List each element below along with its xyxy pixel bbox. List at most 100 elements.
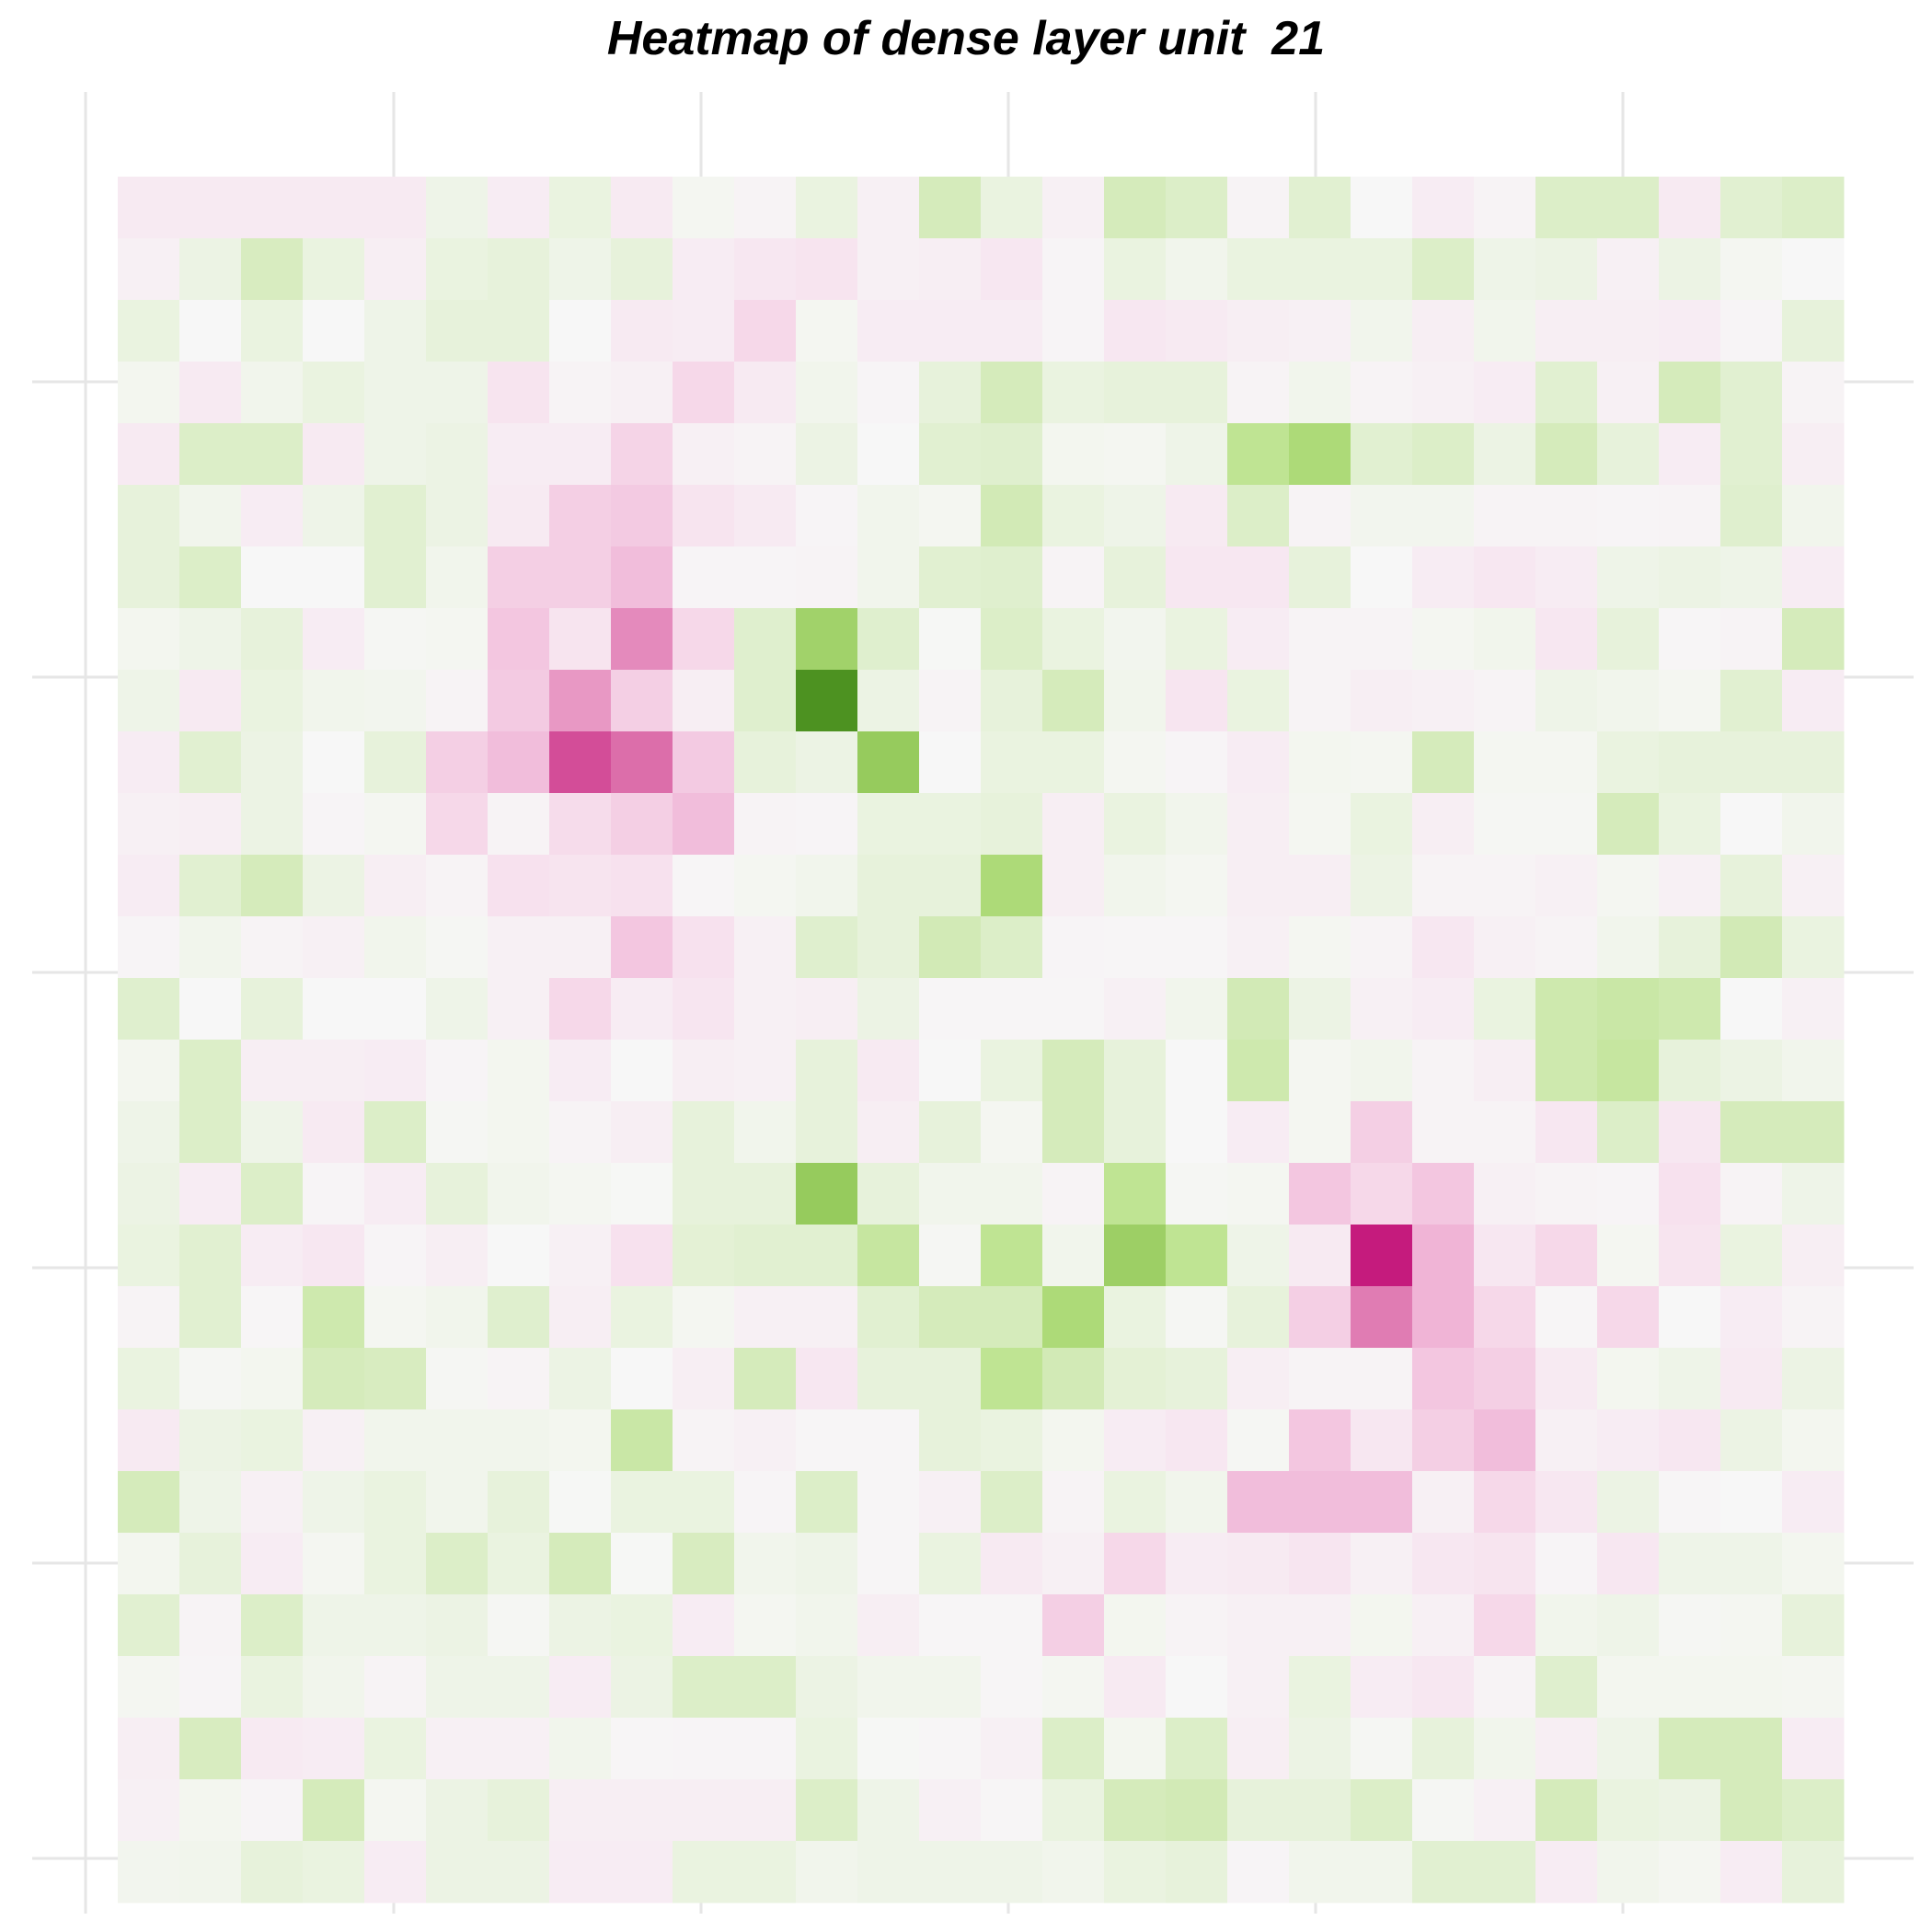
heatmap-cell-r3-c19 — [1227, 300, 1290, 362]
heatmap-cell-r18-c20 — [1289, 1225, 1351, 1287]
heatmap-cell-r17-c26 — [1659, 1163, 1721, 1225]
heatmap-cell-r17-c18 — [1166, 1163, 1228, 1225]
heatmap-cell-r10-c13 — [857, 731, 920, 794]
heatmap-cell-r25-c8 — [549, 1656, 612, 1719]
heatmap-cell-r15-c14 — [919, 1040, 982, 1102]
heatmap-cell-r28-c11 — [734, 1841, 797, 1903]
heatmap-cell-r12-c27 — [1720, 855, 1783, 917]
heatmap-cell-r19-c21 — [1351, 1286, 1413, 1349]
heatmap-cell-r14-c9 — [611, 978, 673, 1041]
heatmap-cell-r11-c18 — [1166, 793, 1228, 856]
heatmap-cell-r25-c6 — [426, 1656, 489, 1719]
heatmap-cell-r10-c25 — [1597, 731, 1660, 794]
heatmap-cell-r6-c7 — [488, 485, 550, 547]
heatmap-cell-r15-c13 — [857, 1040, 920, 1102]
heatmap-cell-r21-c19 — [1227, 1409, 1290, 1472]
heatmap-cell-r4-c20 — [1289, 362, 1351, 424]
heatmap-cell-r22-c9 — [611, 1471, 673, 1534]
heatmap-cell-r24-c4 — [303, 1594, 365, 1657]
heatmap-cell-r23-c20 — [1289, 1533, 1351, 1595]
heatmap-cell-r22-c18 — [1166, 1471, 1228, 1534]
heatmap-cell-r21-c18 — [1166, 1409, 1228, 1472]
heatmap-cell-r12-c10 — [673, 855, 735, 917]
heatmap-cell-r14-c5 — [364, 978, 427, 1041]
heatmap-cell-r20-c16 — [1042, 1348, 1105, 1410]
heatmap-cell-r3-c3 — [241, 300, 304, 362]
heatmap-cell-r10-c10 — [673, 731, 735, 794]
heatmap-cell-r12-c23 — [1474, 855, 1536, 917]
heatmap-cell-r21-c2 — [179, 1409, 242, 1472]
heatmap-cell-r21-c17 — [1104, 1409, 1167, 1472]
heatmap-cell-r9-c26 — [1659, 670, 1721, 732]
heatmap-cell-r9-c16 — [1042, 670, 1105, 732]
heatmap-cell-r7-c10 — [673, 546, 735, 609]
heatmap-cell-r4-c5 — [364, 362, 427, 424]
heatmap-cell-r21-c4 — [303, 1409, 365, 1472]
heatmap-cell-r24-c26 — [1659, 1594, 1721, 1657]
heatmap-cell-r23-c18 — [1166, 1533, 1228, 1595]
heatmap-cell-r21-c21 — [1351, 1409, 1413, 1472]
heatmap-cell-r11-c6 — [426, 793, 489, 856]
heatmap-cell-r7-c14 — [919, 546, 982, 609]
heatmap-cell-r12-c12 — [796, 855, 858, 917]
heatmap-cell-r16-c15 — [981, 1101, 1043, 1164]
heatmap-cell-r18-c7 — [488, 1225, 550, 1287]
heatmap-cell-r8-c5 — [364, 608, 427, 671]
heatmap-cell-r5-c9 — [611, 423, 673, 486]
heatmap-cell-r7-c22 — [1412, 546, 1475, 609]
heatmap-cell-r17-c14 — [919, 1163, 982, 1225]
heatmap-cell-r28-c14 — [919, 1841, 982, 1903]
heatmap-cell-r9-c19 — [1227, 670, 1290, 732]
heatmap-cell-r18-c22 — [1412, 1225, 1475, 1287]
heatmap-cell-r10-c18 — [1166, 731, 1228, 794]
heatmap-cell-r13-c15 — [981, 916, 1043, 979]
heatmap-cell-r22-c6 — [426, 1471, 489, 1534]
heatmap-cell-r19-c10 — [673, 1286, 735, 1349]
heatmap-cell-r5-c7 — [488, 423, 550, 486]
heatmap-cell-r11-c1 — [118, 793, 180, 856]
heatmap-cell-r16-c17 — [1104, 1101, 1167, 1164]
heatmap-cell-r24-c7 — [488, 1594, 550, 1657]
heatmap-cell-r22-c17 — [1104, 1471, 1167, 1534]
heatmap-cell-r13-c16 — [1042, 916, 1105, 979]
heatmap-cell-r26-c9 — [611, 1718, 673, 1780]
heatmap-cell-r25-c2 — [179, 1656, 242, 1719]
heatmap-cell-r19-c15 — [981, 1286, 1043, 1349]
heatmap-cell-r27-c1 — [118, 1779, 180, 1842]
heatmap-cell-r20-c10 — [673, 1348, 735, 1410]
heatmap-cell-r23-c15 — [981, 1533, 1043, 1595]
heatmap-cell-r13-c20 — [1289, 916, 1351, 979]
heatmap-cell-r23-c23 — [1474, 1533, 1536, 1595]
heatmap-cell-r19-c1 — [118, 1286, 180, 1349]
heatmap-cell-r3-c20 — [1289, 300, 1351, 362]
heatmap-cell-r27-c25 — [1597, 1779, 1660, 1842]
heatmap-cell-r7-c1 — [118, 546, 180, 609]
heatmap-cell-r8-c25 — [1597, 608, 1660, 671]
heatmap-cell-r4-c24 — [1535, 362, 1598, 424]
heatmap-cell-r2-c26 — [1659, 238, 1721, 301]
heatmap-cell-r3-c24 — [1535, 300, 1598, 362]
heatmap-cell-r3-c9 — [611, 300, 673, 362]
heatmap-cell-r4-c21 — [1351, 362, 1413, 424]
heatmap-cell-r25-c1 — [118, 1656, 180, 1719]
heatmap-cell-r17-c16 — [1042, 1163, 1105, 1225]
heatmap-cell-r9-c2 — [179, 670, 242, 732]
heatmap-cell-r10-c4 — [303, 731, 365, 794]
heatmap-cell-r11-c21 — [1351, 793, 1413, 856]
heatmap-cell-r1-c28 — [1782, 177, 1845, 239]
heatmap-cell-r22-c11 — [734, 1471, 797, 1534]
heatmap-cell-r23-c12 — [796, 1533, 858, 1595]
heatmap-cell-r7-c9 — [611, 546, 673, 609]
heatmap-cell-r10-c28 — [1782, 731, 1845, 794]
heatmap-cell-r4-c14 — [919, 362, 982, 424]
heatmap-cell-r10-c24 — [1535, 731, 1598, 794]
heatmap-cell-r19-c24 — [1535, 1286, 1598, 1349]
heatmap-cell-r2-c24 — [1535, 238, 1598, 301]
heatmap-cell-r15-c15 — [981, 1040, 1043, 1102]
heatmap-cell-r13-c13 — [857, 916, 920, 979]
heatmap-cell-r18-c26 — [1659, 1225, 1721, 1287]
heatmap-cell-r22-c16 — [1042, 1471, 1105, 1534]
heatmap-cell-r20-c8 — [549, 1348, 612, 1410]
heatmap-cell-r20-c23 — [1474, 1348, 1536, 1410]
heatmap-cell-r4-c28 — [1782, 362, 1845, 424]
